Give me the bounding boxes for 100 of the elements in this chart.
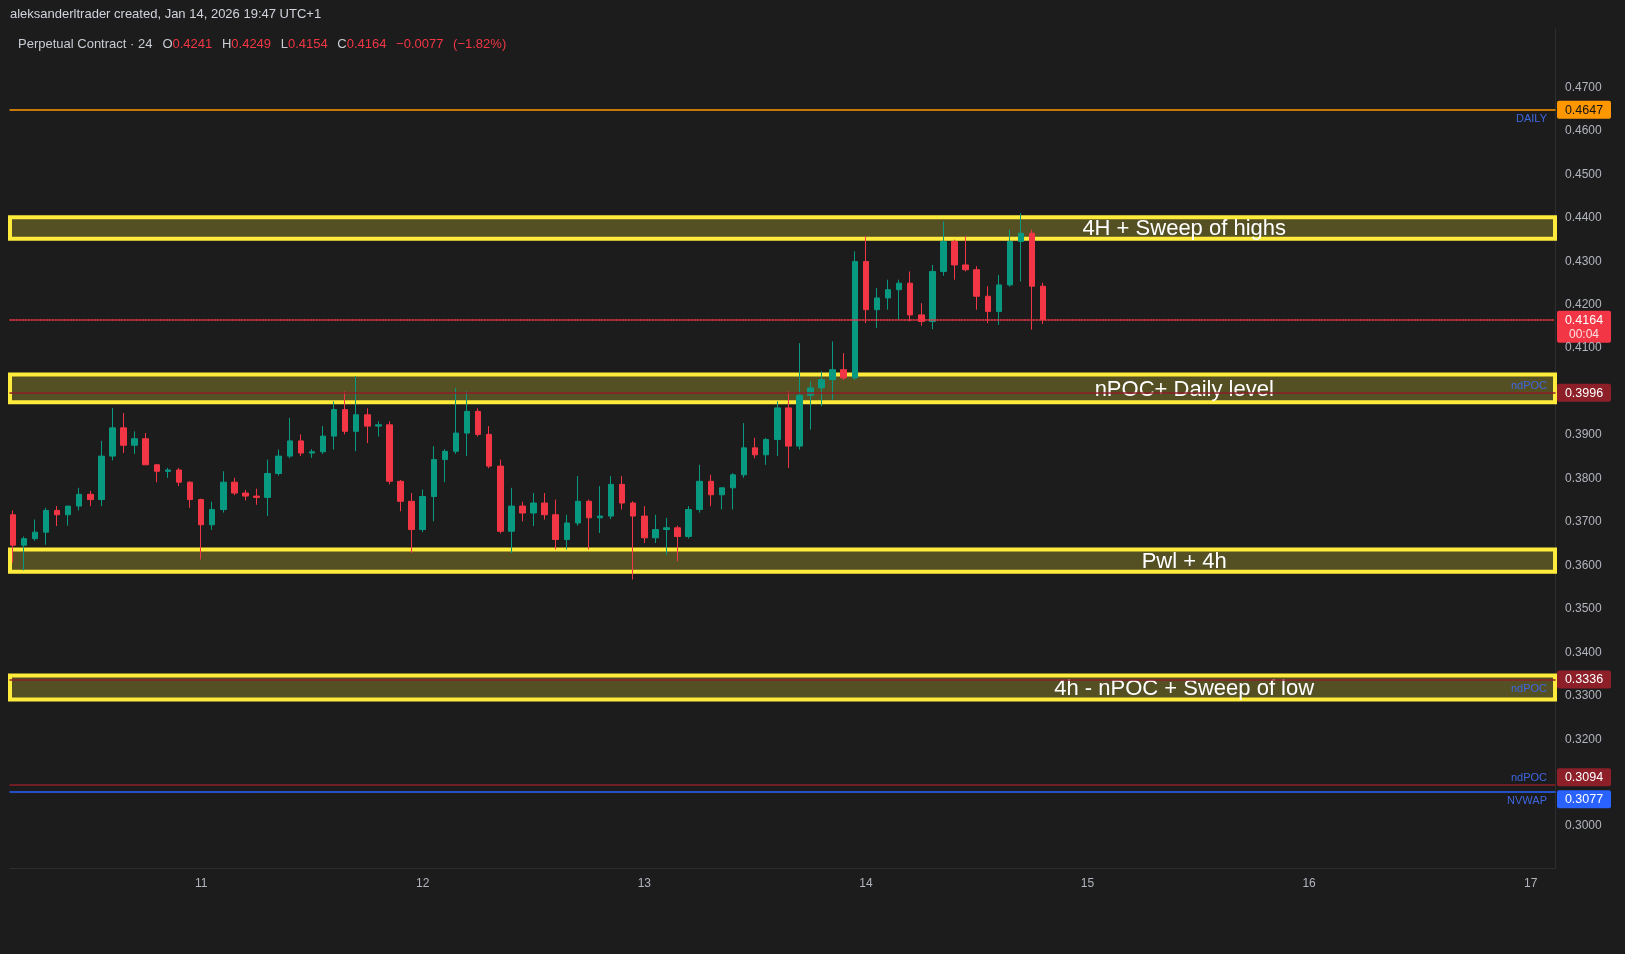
candlestick: [486, 425, 492, 469]
y-tick-label: 0.4300: [1565, 253, 1603, 268]
y-tick-label: 0.3400: [1565, 644, 1603, 659]
candlestick: [165, 467, 171, 479]
candlestick: [796, 342, 803, 451]
candlestick: [973, 265, 980, 311]
candlestick: [940, 220, 947, 277]
candlestick: [951, 239, 958, 281]
candlestick: [21, 535, 27, 571]
candlestick: [530, 492, 537, 527]
candlestick: [708, 474, 714, 507]
candlestick: [375, 420, 382, 438]
candlestick: [896, 279, 902, 321]
candlestick: [176, 467, 182, 487]
candlestick: [752, 437, 758, 459]
band-label: nPOC+ Daily level: [1094, 375, 1274, 401]
candlestick: [741, 422, 747, 479]
candlestick: [874, 287, 880, 329]
y-tick-label: 0.3600: [1565, 557, 1603, 572]
candlestick: [829, 340, 836, 401]
candlestick: [619, 475, 625, 511]
candlestick: [264, 459, 271, 517]
x-tick-label: 15: [1080, 876, 1095, 890]
candlestick: [719, 487, 725, 511]
candlestick: [475, 407, 481, 438]
candlestick: [996, 274, 1002, 326]
candlestick: [840, 352, 847, 381]
candlestick: [76, 487, 82, 511]
candlestick: [298, 433, 304, 457]
text: 00:04: [1568, 326, 1600, 341]
candlestick: [641, 505, 648, 544]
candlestick: [962, 235, 969, 272]
candlestick: [154, 463, 160, 483]
y-tick-label: 0.3300: [1565, 688, 1603, 703]
text: O0.4241 H0.4249 L0.4154 C0.4164 −0.0077 (−1.82%): [162, 36, 507, 51]
candlestick: [663, 517, 670, 556]
candlestick: [142, 432, 149, 466]
candlestick: [552, 499, 559, 551]
ref-line-label: 0.4164: [1564, 312, 1604, 327]
candlestick: [419, 489, 426, 533]
candlestick: [408, 492, 415, 554]
candlestick: [685, 505, 692, 540]
ref-line-label: 0.4647: [1564, 102, 1604, 117]
candlestick: [674, 525, 681, 562]
candlestick: [309, 448, 315, 459]
y-tick-label: 0.3000: [1565, 818, 1603, 833]
x-tick-label: 17: [1524, 876, 1538, 890]
candlestick: [43, 507, 49, 546]
candlestick: [541, 492, 548, 521]
candlestick: [364, 407, 371, 444]
ref-line-label: 0.3094: [1564, 770, 1604, 785]
candlestick: [231, 477, 238, 496]
y-tick-label: 0.4500: [1565, 166, 1603, 181]
candlestick: [885, 279, 891, 311]
y-tick-label: 0.3700: [1565, 514, 1603, 529]
candlestick: [198, 498, 204, 561]
annotation: DAILY: [1516, 112, 1548, 125]
candlestick: [696, 464, 703, 514]
ref-line-label: 0.3077: [1564, 792, 1604, 807]
band-label: 4H + Sweep of highs: [1082, 215, 1287, 241]
candlestick: [331, 400, 337, 451]
candlestick: [320, 425, 326, 455]
candlestick: [353, 375, 359, 452]
x-tick-label: 12: [416, 876, 430, 890]
candlestick: [519, 501, 526, 522]
candlestick: [785, 390, 792, 469]
candlestick: [209, 501, 215, 531]
candlestick: [386, 420, 393, 485]
band-label: Pwl + 4h: [1141, 548, 1227, 574]
candlestick: [1007, 229, 1013, 288]
candlestick: [774, 400, 781, 457]
candlestick: [431, 445, 437, 522]
candlestick: [575, 475, 581, 527]
candlestick: [564, 514, 570, 551]
x-tick-label: 13: [637, 876, 652, 890]
candlestick: [586, 499, 592, 551]
candlestick: [120, 412, 127, 454]
annotation: ndPOC: [1510, 771, 1548, 784]
y-tick-label: 0.4600: [1565, 123, 1603, 138]
candlestick: [763, 437, 769, 466]
candlestick: [287, 417, 293, 459]
candlestick: [98, 440, 105, 507]
candlestick: [608, 475, 614, 520]
annotation: ndPOC: [1510, 681, 1548, 694]
candlestick: [397, 479, 404, 512]
candlestick: [442, 448, 448, 483]
y-tick-label: 0.3200: [1565, 731, 1603, 746]
candlestick: [253, 488, 260, 506]
y-tick-label: 0.3900: [1565, 427, 1603, 442]
y-tick-label: 0.4200: [1565, 297, 1603, 312]
y-tick-label: 0.4100: [1565, 340, 1603, 355]
candlestick: [497, 459, 504, 534]
candlestick: [652, 514, 659, 544]
candlestick: [730, 472, 736, 511]
x-tick-label: 11: [194, 876, 208, 890]
candlestick: [275, 449, 282, 477]
candlestick: [818, 370, 825, 407]
candlestick: [508, 487, 515, 554]
y-tick-label: 0.4400: [1565, 210, 1603, 225]
candlestick: [242, 489, 249, 501]
